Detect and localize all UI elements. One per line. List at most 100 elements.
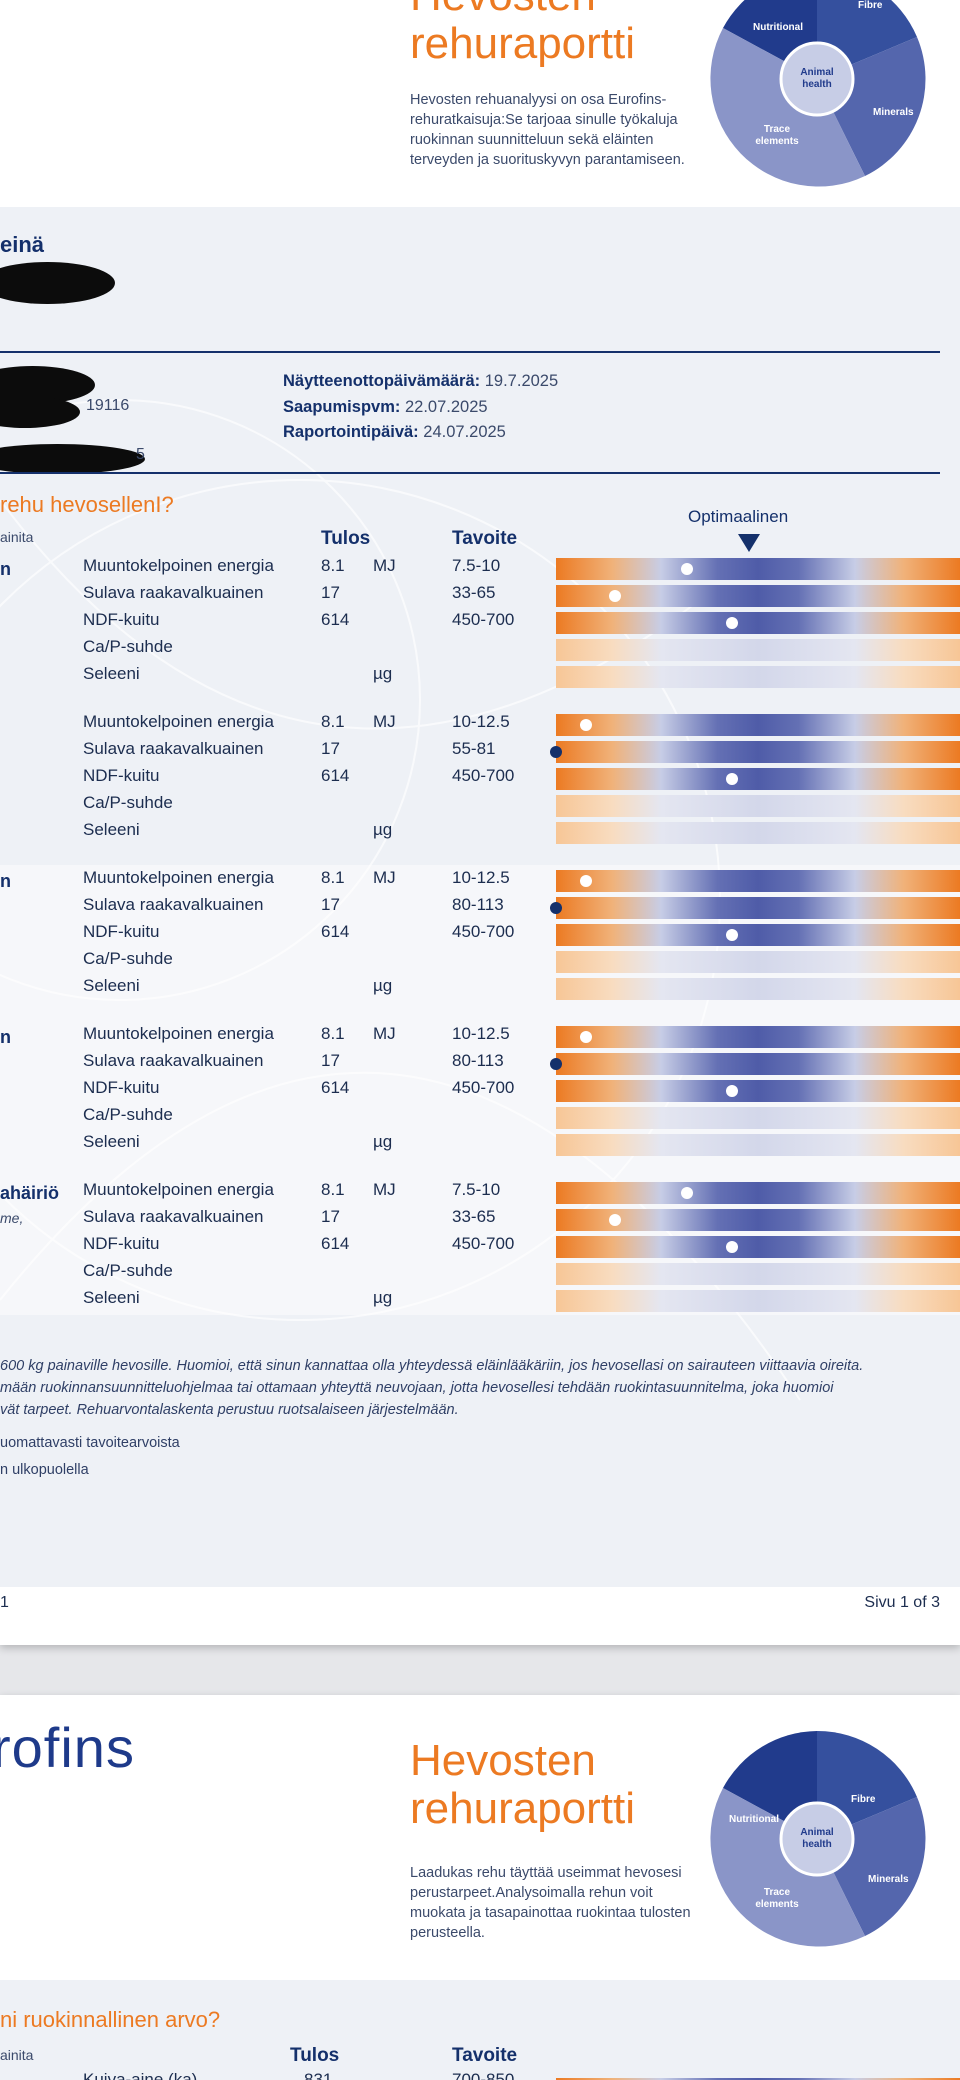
arrival-date-label: Saapumispvm: <box>283 398 401 416</box>
range-bar <box>550 741 960 763</box>
result-marker <box>726 1241 738 1253</box>
range-bar <box>556 1236 960 1258</box>
row-target-range: 10-12.5 <box>452 712 510 731</box>
range-bar <box>556 1134 960 1156</box>
row-result-value: 8.1 <box>321 868 345 887</box>
sample-id-fragment: 19116 <box>86 397 130 414</box>
suitability-question: rehu hevosellenI? <box>0 492 174 517</box>
footnote-line-2: mään ruokinnansuunnitteluohjelmaa tai ot… <box>0 1380 834 1396</box>
row-result-value: 8.1 <box>321 556 345 575</box>
group-label: n <box>0 1027 11 1047</box>
group-label: n <box>0 559 11 579</box>
sampling-date-label: Näytteenottopäivämäärä: <box>283 372 481 390</box>
row-target-range: 10-12.5 <box>452 1024 510 1043</box>
row-unit: µg <box>373 976 393 995</box>
puzzle-center-animal-health-2 <box>779 1801 855 1877</box>
row-target-range: 450-700 <box>452 1234 515 1253</box>
page2-title-line1: Hevosten <box>410 1736 596 1785</box>
range-bar <box>556 639 960 661</box>
row-result-value: 17 <box>321 895 340 914</box>
puzzle-center-animal-health <box>779 41 855 117</box>
range-bar <box>556 1263 960 1285</box>
nutritional-value-question: ni ruokinnallinen arvo? <box>0 2007 221 2032</box>
row-target-range: 33-65 <box>452 583 496 602</box>
redaction-mark-1 <box>0 262 115 304</box>
row-nutrient-name: Muuntokelpoinen energia <box>83 1024 274 1043</box>
row-unit: MJ <box>373 1024 396 1043</box>
row-nutrient-name: Ca/P-suhde <box>83 949 173 968</box>
row-nutrient-name: Sulava raakavalkuainen <box>83 1051 264 1070</box>
row-result-value: 8.1 <box>321 1024 345 1043</box>
range-bar-dry-matter <box>556 2078 960 2080</box>
row-target-range: 55-81 <box>452 739 496 758</box>
row-nutrient-name: Sulava raakavalkuainen <box>83 583 264 602</box>
divider-bottom <box>0 472 940 474</box>
report-page-1: Hevosten rehuraportti Hevosten rehuanaly… <box>0 0 960 1645</box>
row-nutrient-name: Seleeni <box>83 664 140 683</box>
row-nutrient-name: NDF-kuitu <box>83 1234 160 1253</box>
row-unit: µg <box>373 1288 393 1307</box>
range-bar <box>556 1182 960 1204</box>
puzzle-label-nutritional-2: Nutritional <box>729 1814 779 1825</box>
arrival-date: Saapumispvm: 22.07.2025 <box>283 395 488 419</box>
row-target-range: 7.5-10 <box>452 556 501 575</box>
column-header-result-2: Tulos <box>290 2045 340 2066</box>
row-target-dry-matter: 700-850 <box>452 2070 515 2080</box>
row-name-dry-matter: Kuiva-aine (ka) <box>83 2070 198 2080</box>
column-header-target-2: Tavoite <box>452 2045 518 2066</box>
legend-line-2: n ulkopuolella <box>0 1462 89 1478</box>
row-result-value: 614 <box>321 1078 350 1097</box>
row-nutrient-name: Seleeni <box>83 1132 140 1151</box>
result-marker <box>681 1187 693 1199</box>
row-result-value: 614 <box>321 610 350 629</box>
puzzle-label-trace-elements: Trace elements <box>755 124 799 147</box>
puzzle-label-animal-health: Animal health <box>800 67 834 90</box>
row-target-range: 450-700 <box>452 610 515 629</box>
range-bar <box>556 951 960 973</box>
range-bar <box>550 1053 960 1075</box>
result-marker <box>609 590 621 602</box>
puzzle-label-fibre: Fibre <box>858 0 883 11</box>
range-bar <box>556 1026 960 1048</box>
report-page-2: rofins Hevosten rehuraportti Laadukas re… <box>0 1695 960 2080</box>
page1-title-line1-fragment: Hevosten <box>410 0 596 22</box>
range-bar <box>556 924 960 946</box>
row-nutrient-name: Seleeni <box>83 820 140 839</box>
page2-title-line2: rehuraportti <box>410 1784 636 1833</box>
row-target-range: 450-700 <box>452 922 515 941</box>
row-result-value: 614 <box>321 1234 350 1253</box>
sample-id-fragment-2: 5 <box>136 446 145 463</box>
range-bar <box>556 1107 960 1129</box>
range-bar <box>556 1290 960 1312</box>
row-result-value: 17 <box>321 1207 340 1226</box>
row-nutrient-name: Sulava raakavalkuainen <box>83 739 264 758</box>
row-result-value: 17 <box>321 1051 340 1070</box>
row-unit: µg <box>373 1132 393 1151</box>
nutrition-puzzle-graphic: Nutritional Fibre Animal health Minerals … <box>710 0 926 187</box>
row-nutrient-name: Seleeni <box>83 1288 140 1307</box>
row-unit: MJ <box>373 712 396 731</box>
result-marker <box>580 719 592 731</box>
row-result-value: 614 <box>321 766 350 785</box>
result-marker <box>726 1085 738 1097</box>
row-target-range: 33-65 <box>452 1207 496 1226</box>
row-result-value: 17 <box>321 739 340 758</box>
range-bar <box>556 714 960 736</box>
report-date: Raportointipäivä: 24.07.2025 <box>283 420 506 444</box>
row-nutrient-name: Muuntokelpoinen energia <box>83 868 274 887</box>
sampling-date-value: 19.7.2025 <box>484 372 559 390</box>
page-number: Sivu 1 of 3 <box>864 1594 940 1611</box>
row-unit: µg <box>373 820 393 839</box>
puzzle-label-trace-elements-2: Trace elements <box>755 1887 799 1910</box>
puzzle-label-minerals-2: Minerals <box>868 1874 909 1885</box>
puzzle-label-fibre-2: Fibre <box>851 1794 876 1805</box>
optimal-arrow-icon <box>738 534 760 552</box>
group-sublabel: me, <box>0 1210 24 1226</box>
redaction-mark-4 <box>0 444 145 474</box>
row-target-range: 80-113 <box>452 895 504 914</box>
group-label: n <box>0 871 11 891</box>
result-marker <box>550 902 562 914</box>
puzzle-label-minerals: Minerals <box>873 107 914 118</box>
row-nutrient-name: NDF-kuitu <box>83 922 160 941</box>
range-bar <box>556 666 960 688</box>
